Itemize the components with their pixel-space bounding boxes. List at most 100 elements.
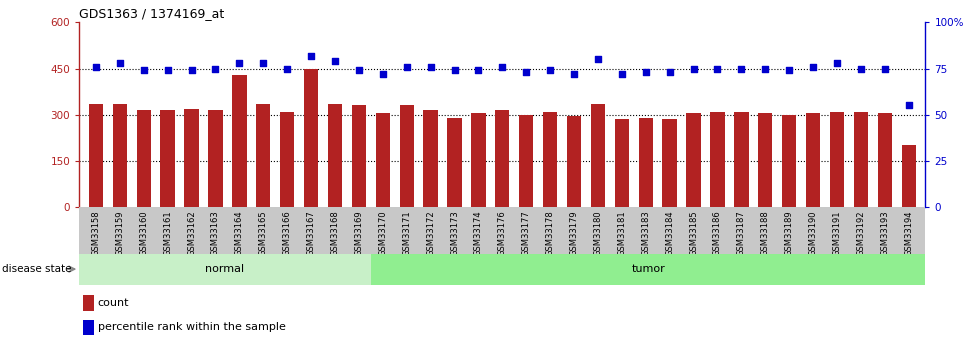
Bar [83,295,94,311]
Point [733,66,749,71]
Bar [901,146,916,207]
Point [136,68,152,73]
Point [614,71,630,77]
Point [710,66,725,71]
Bar [160,110,175,207]
Text: GSM33188: GSM33188 [761,211,770,256]
Bar [734,112,749,207]
Text: GSM33181: GSM33181 [617,211,626,256]
Bar [352,106,366,207]
Text: GSM33167: GSM33167 [306,211,316,256]
Point [590,57,606,62]
Bar [185,109,199,207]
Bar [758,113,773,207]
Point [806,64,821,69]
Point [686,66,701,71]
Point [88,64,103,69]
Bar [830,112,844,207]
Point [829,60,844,66]
Point [423,64,439,69]
Point [470,68,486,73]
Bar [687,113,700,207]
Text: GSM33158: GSM33158 [92,211,100,256]
Text: tumor: tumor [631,264,665,274]
Text: GSM33187: GSM33187 [737,211,746,256]
Text: GSM33184: GSM33184 [666,211,674,256]
Bar [89,104,103,207]
Text: GSM33165: GSM33165 [259,211,268,256]
Point [232,60,247,66]
Text: GSM33160: GSM33160 [139,211,148,256]
Bar [663,119,677,207]
Bar [519,115,533,207]
Text: GSM33164: GSM33164 [235,211,243,256]
Text: GSM33178: GSM33178 [546,211,554,256]
Bar [327,104,342,207]
Bar [423,110,438,207]
Bar [304,69,318,207]
FancyBboxPatch shape [79,254,371,285]
Point [399,64,414,69]
Text: GSM33161: GSM33161 [163,211,172,256]
Bar [496,110,509,207]
Text: GSM33171: GSM33171 [402,211,412,256]
Bar [113,104,127,207]
Bar [782,115,796,207]
Bar [209,110,222,207]
Text: GSM33168: GSM33168 [330,211,339,256]
Bar [471,113,486,207]
Text: GSM33180: GSM33180 [593,211,603,256]
Point [208,66,223,71]
Bar [83,319,94,335]
Text: GSM33186: GSM33186 [713,211,722,256]
Text: GSM33166: GSM33166 [283,211,292,256]
Text: GSM33177: GSM33177 [522,211,530,256]
Point [303,53,319,58]
Point [160,68,176,73]
Text: normal: normal [206,264,244,274]
Point [375,71,390,77]
Text: GSM33162: GSM33162 [187,211,196,256]
Point [781,68,797,73]
Bar [614,119,629,207]
Point [519,69,534,75]
Bar [447,118,462,207]
Text: GSM33173: GSM33173 [450,211,459,256]
Text: GSM33169: GSM33169 [355,211,363,256]
Text: GDS1363 / 1374169_at: GDS1363 / 1374169_at [79,7,224,20]
Point [853,66,868,71]
Text: GSM33170: GSM33170 [379,211,387,256]
Text: GSM33172: GSM33172 [426,211,435,256]
Point [566,71,582,77]
Text: GSM33163: GSM33163 [211,211,220,256]
Bar [591,104,605,207]
Point [542,68,557,73]
Point [327,58,343,64]
Bar [376,113,390,207]
Text: GSM33174: GSM33174 [474,211,483,256]
Point [638,69,653,75]
Point [877,66,893,71]
Bar [639,118,653,207]
Bar [878,113,892,207]
Bar [232,75,246,207]
Point [256,60,271,66]
Text: count: count [98,298,129,308]
Text: GSM33194: GSM33194 [904,211,913,256]
Bar [543,112,557,207]
Text: GSM33185: GSM33185 [689,211,698,256]
Bar [806,113,820,207]
Bar [136,110,151,207]
Text: GSM33176: GSM33176 [497,211,507,256]
Point [662,69,677,75]
Bar [280,112,295,207]
Text: GSM33183: GSM33183 [641,211,650,256]
Text: GSM33190: GSM33190 [809,211,817,256]
FancyBboxPatch shape [371,254,925,285]
Point [901,103,917,108]
Point [757,66,773,71]
Text: GSM33192: GSM33192 [857,211,866,256]
Bar [256,104,270,207]
Point [112,60,128,66]
Text: GSM33193: GSM33193 [880,211,890,256]
